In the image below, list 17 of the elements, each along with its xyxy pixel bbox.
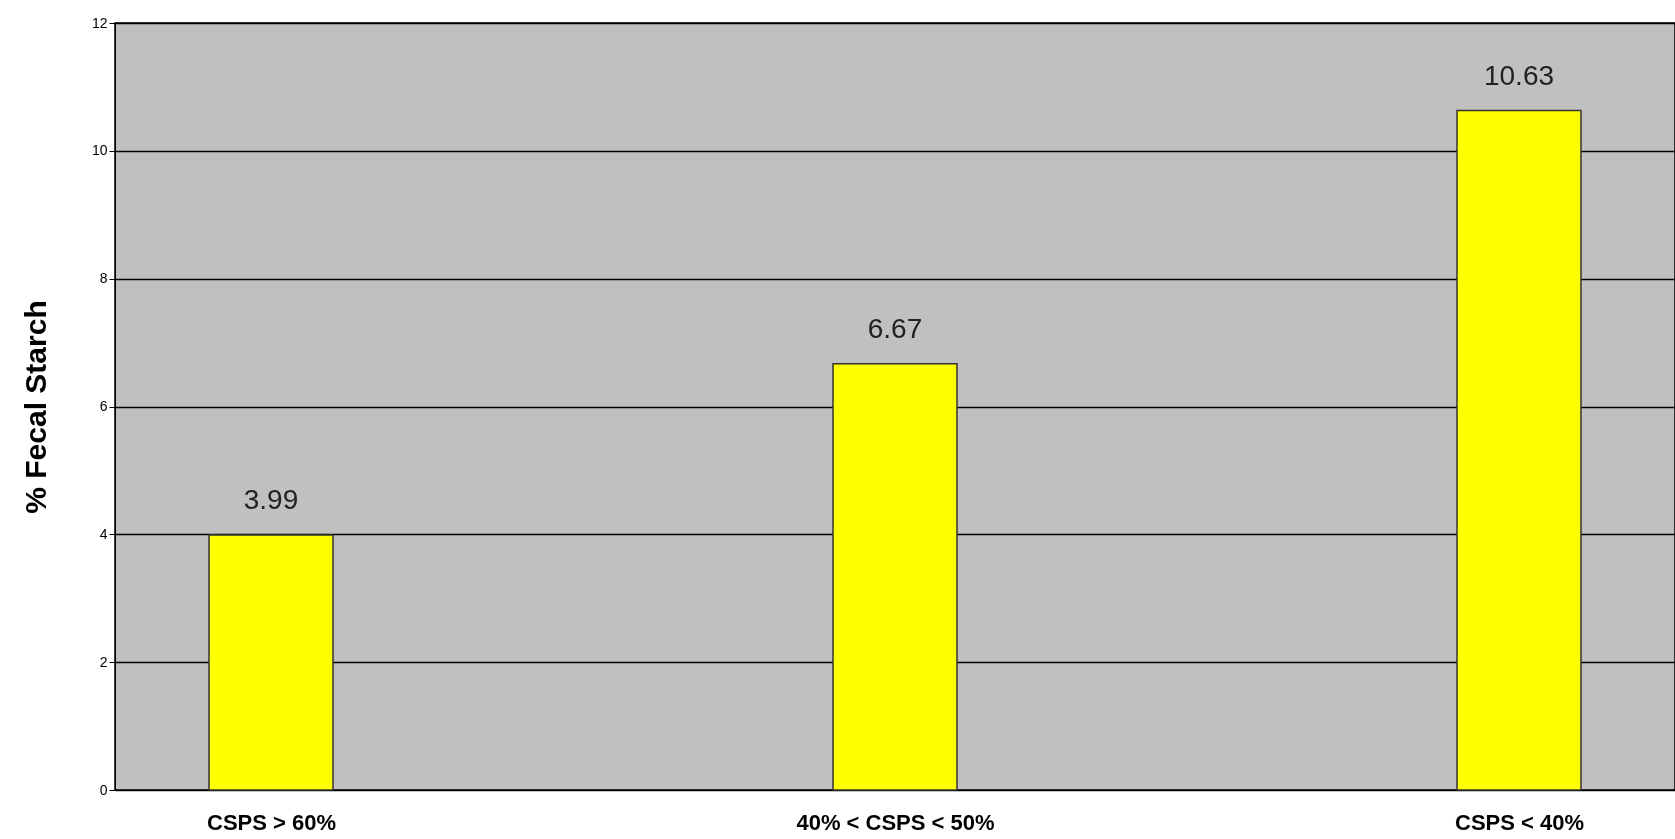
y-tick-label: 2: [99, 653, 108, 670]
x-tick-label: CSPS < 40%: [1454, 809, 1585, 835]
y-tick-label: 0: [99, 781, 108, 798]
data-label: 3.99: [243, 483, 299, 515]
y-tick-label: 8: [99, 270, 108, 287]
y-tick-label: 4: [99, 525, 108, 542]
bar: [832, 362, 958, 791]
data-label: 6.67: [867, 312, 923, 344]
y-tick-label: 12: [91, 14, 108, 31]
x-tick-label: 40% < CSPS < 50%: [796, 809, 995, 835]
data-label: 10.63: [1483, 59, 1555, 91]
x-tick-label: CSPS > 60%: [206, 809, 337, 835]
y-tick-label: 10: [91, 142, 108, 159]
bar: [1456, 109, 1582, 791]
y-axis-title: % Fecal Starch: [18, 300, 52, 514]
bar: [208, 534, 334, 791]
y-tick-label: 6: [99, 398, 108, 414]
